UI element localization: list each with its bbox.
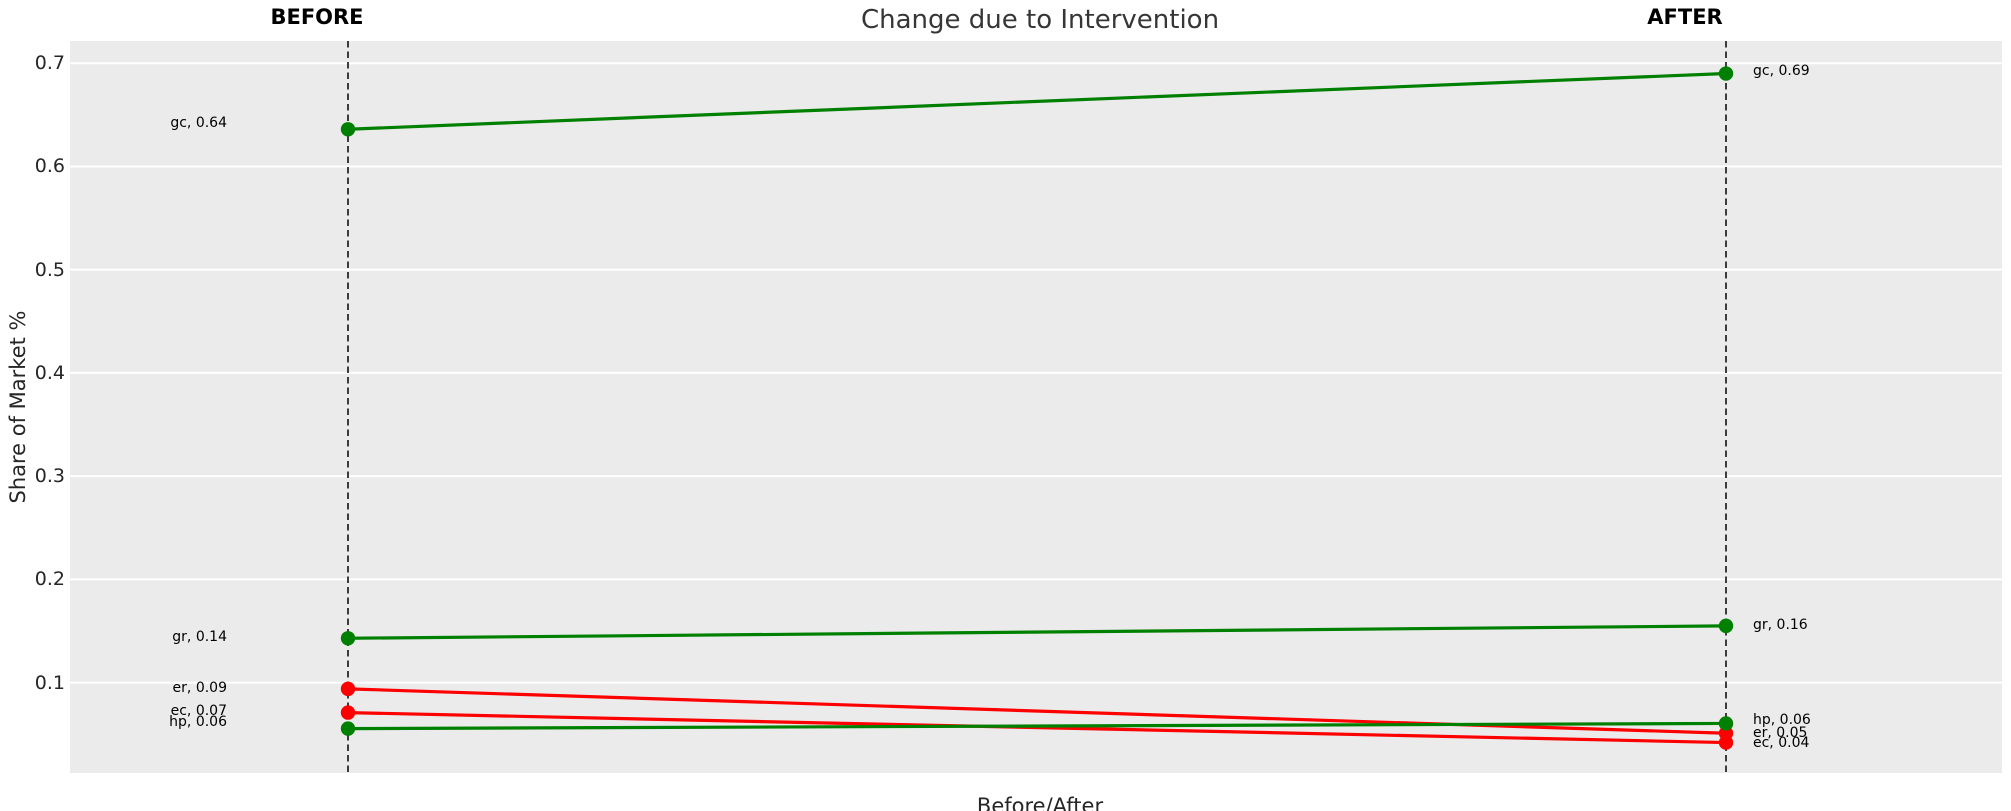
point-label-er-before: er, 0.09 [172,679,227,696]
point-label-hp-after: hp, 0.06 [1753,712,1811,729]
marker-ec-after [1718,735,1734,750]
y-tick-label: 0.5 [34,258,65,281]
marker-hp-before [340,721,356,736]
point-label-ec-before: ec, 0.07 [170,702,227,719]
plot-panel [70,41,2002,773]
y-tick-label: 0.4 [34,361,65,384]
marker-hp-after [1718,716,1734,731]
chart-title: Change due to Intervention [860,5,1220,35]
y-tick-label: 0.1 [34,671,65,694]
column-header-before: BEFORE [270,5,364,29]
point-label-hp-before: hp, 0.06 [169,713,227,730]
x-axis-label: Before/After [976,794,1104,811]
point-label-gr-before: gr, 0.14 [172,629,227,646]
point-label-gc-before: gc, 0.64 [170,115,227,132]
marker-ec-before [340,705,356,720]
marker-gc-before [340,122,356,137]
y-tick-label: 0.6 [34,155,65,178]
y-tick-label: 0.2 [34,568,65,591]
y-axis-label: Share of Market % [6,310,30,504]
point-label-er-after: er, 0.05 [1753,725,1808,742]
column-header-after: AFTER [1647,5,1723,29]
marker-gr-after [1718,618,1734,634]
y-tick-label: 0.3 [34,465,65,488]
point-label-ec-after: ec, 0.04 [1753,734,1810,751]
marker-gr-before [340,631,356,646]
marker-er-before [340,681,356,697]
series-line-gc [347,71,1727,131]
series-line-gr [347,624,1727,640]
point-label-gc-after: gc, 0.69 [1753,62,1810,79]
series-line-hp [347,721,1727,731]
point-label-gr-after: gr, 0.16 [1753,616,1808,633]
marker-gc-after [1718,66,1734,81]
y-tick-label: 0.7 [34,52,65,75]
